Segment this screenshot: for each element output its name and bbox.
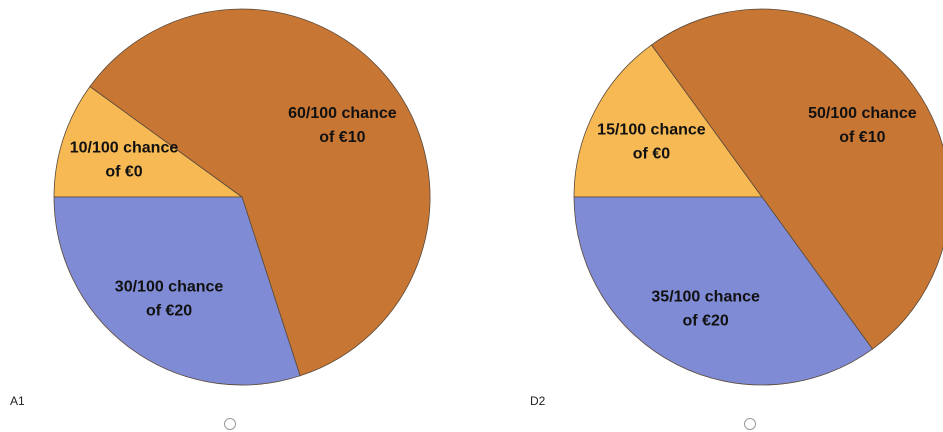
pie-slice xyxy=(89,8,431,377)
pie-slice xyxy=(53,196,301,386)
option-label: A1 xyxy=(10,394,25,408)
slice-label: 50/100 chance xyxy=(808,105,917,122)
option-label: D2 xyxy=(530,394,546,408)
slice-label: 35/100 chance xyxy=(651,289,760,306)
pie-slice xyxy=(573,44,763,198)
slice-label: of €10 xyxy=(319,129,365,146)
slice-label: 30/100 chance xyxy=(115,278,224,295)
slice-label: of €20 xyxy=(683,313,729,330)
radio-button[interactable] xyxy=(224,418,236,430)
slice-label: of €0 xyxy=(633,146,670,163)
slice-label: of €20 xyxy=(146,302,192,319)
pie-slice xyxy=(53,85,244,198)
slice-label: of €10 xyxy=(839,129,885,146)
radio-button[interactable] xyxy=(744,418,756,430)
slice-label: 15/100 chance xyxy=(597,122,706,139)
slice-label: of €0 xyxy=(105,164,142,181)
pie-slice xyxy=(573,196,874,386)
slice-label: 60/100 chance xyxy=(288,105,397,122)
pie-slice xyxy=(650,8,943,350)
slice-label: 10/100 chance xyxy=(70,140,179,157)
